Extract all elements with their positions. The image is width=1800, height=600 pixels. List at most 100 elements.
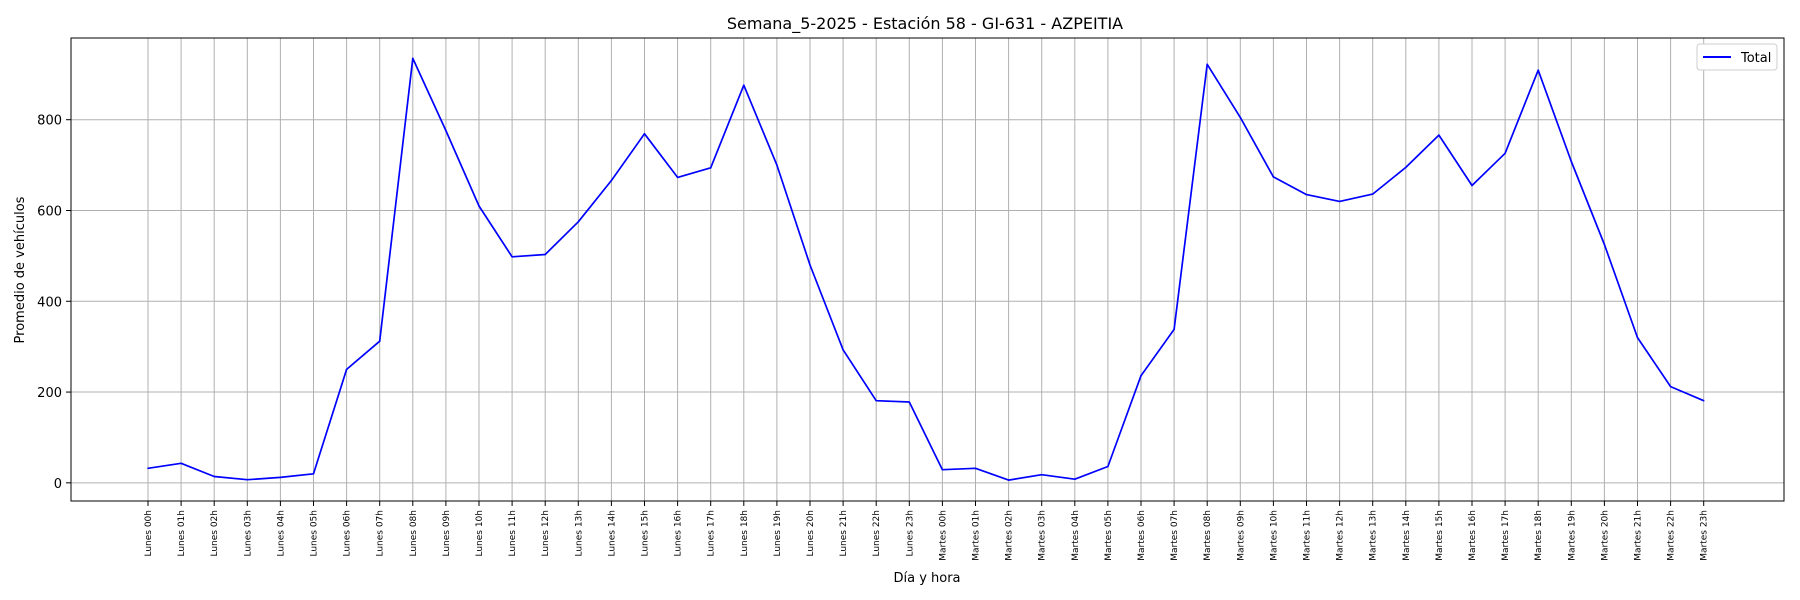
data-point <box>1702 399 1705 402</box>
data-point <box>643 132 646 135</box>
data-point <box>1305 193 1308 196</box>
data-point <box>776 164 778 166</box>
x-tick-label: Lunes 03h <box>243 510 253 557</box>
x-tick-label: Martes 23h <box>1700 510 1710 561</box>
data-point <box>180 462 182 465</box>
data-point <box>345 368 348 371</box>
x-tick-label: Martes 15h <box>1435 510 1445 561</box>
data-point <box>577 221 580 223</box>
x-tick-label: Lunes 05h <box>310 510 320 557</box>
x-tick-label: Lunes 23h <box>905 510 915 557</box>
data-point <box>1405 166 1407 169</box>
data-point <box>412 57 414 60</box>
data-point <box>1239 116 1242 119</box>
x-tick-label: Lunes 04h <box>276 510 286 557</box>
y-tick-label: 600 <box>37 204 62 219</box>
x-tick-label: Lunes 21h <box>839 510 849 557</box>
data-point <box>1438 134 1440 136</box>
data-point <box>709 167 712 169</box>
legend-label-total: Total <box>1740 51 1771 66</box>
data-point <box>1007 479 1010 481</box>
data-point <box>974 467 977 470</box>
data-point <box>1107 465 1109 468</box>
x-tick-label: Lunes 12h <box>541 510 551 557</box>
x-tick-label: Lunes 14h <box>607 510 617 557</box>
x-tick-label: Martes 02h <box>1005 510 1015 561</box>
x-tick-label: Lunes 11h <box>508 510 518 557</box>
data-point <box>511 255 513 258</box>
data-point <box>1669 385 1672 388</box>
data-point <box>1504 152 1506 155</box>
x-tick-label: Lunes 09h <box>442 510 452 557</box>
series-group <box>147 57 1705 481</box>
data-point <box>941 468 944 471</box>
x-tick-label: Martes 12h <box>1336 510 1346 561</box>
x-tick-label: Martes 00h <box>938 510 948 561</box>
x-tick-label: Lunes 16h <box>674 510 684 557</box>
data-point <box>1173 328 1175 331</box>
x-tick-label: Lunes 20h <box>806 510 816 557</box>
plot-frame <box>70 37 1785 502</box>
data-point <box>312 472 315 475</box>
x-tick-label: Martes 01h <box>972 510 982 561</box>
x-tick-label: Lunes 07h <box>376 510 386 557</box>
data-point <box>1140 374 1142 377</box>
y-tick-label: 0 <box>54 477 62 492</box>
x-tick-label: Lunes 19h <box>773 510 783 557</box>
x-tick-label: Martes 22h <box>1667 510 1677 561</box>
x-tick-label: Lunes 18h <box>740 510 750 557</box>
data-point <box>478 205 480 207</box>
data-point <box>445 129 447 132</box>
data-point <box>1471 184 1473 187</box>
data-point <box>875 399 877 402</box>
data-point <box>1636 336 1639 339</box>
y-tick-label: 400 <box>37 295 62 310</box>
x-tick-label: Martes 03h <box>1038 510 1048 561</box>
x-tick-label: Lunes 17h <box>707 510 717 557</box>
legend-box <box>1696 43 1778 71</box>
x-tick-label: Lunes 22h <box>872 510 882 557</box>
data-point <box>842 349 844 351</box>
x-tick-label: Martes 09h <box>1236 510 1246 561</box>
x-tick-label: Lunes 06h <box>343 510 353 557</box>
data-point <box>1338 200 1341 203</box>
x-tick-label: Martes 18h <box>1534 510 1544 561</box>
x-tick-label: Lunes 02h <box>210 510 220 557</box>
data-point <box>378 340 381 343</box>
data-point <box>610 179 613 182</box>
data-point <box>1272 176 1275 178</box>
x-tick-label: Martes 13h <box>1369 510 1379 561</box>
data-point <box>1040 473 1043 476</box>
x-tick-label: Martes 19h <box>1567 510 1577 561</box>
data-point <box>544 253 546 256</box>
data-point <box>279 476 282 479</box>
x-tick-label: Martes 17h <box>1501 510 1511 561</box>
x-tick-label: Martes 16h <box>1468 510 1478 561</box>
x-tick-label: Lunes 10h <box>475 510 485 557</box>
data-point <box>246 478 249 481</box>
x-tick-label: Martes 21h <box>1634 510 1644 561</box>
series-line-total <box>147 57 1705 481</box>
data-point <box>213 475 215 478</box>
x-tick-label: Martes 14h <box>1402 510 1412 561</box>
x-tick-label: Lunes 00h <box>144 510 154 557</box>
data-point <box>1570 160 1573 163</box>
chart-title: Semana_5-2025 - Estación 58 - GI-631 - A… <box>727 14 1123 34</box>
x-tick-label: Martes 20h <box>1600 510 1610 561</box>
x-ticks: Lunes 00h Lunes 01h Lunes 02h Lunes 03h Lune… <box>144 501 1710 561</box>
y-tick-label: 200 <box>37 386 62 401</box>
x-tick-label: Lunes 08h <box>409 510 419 557</box>
legend: Total <box>1696 43 1778 71</box>
data-point <box>908 401 911 403</box>
y-axis-label: Promedio de vehículos <box>13 196 28 343</box>
data-point <box>147 467 149 470</box>
data-point <box>1603 243 1606 246</box>
data-point <box>743 84 745 87</box>
x-tick-label: Martes 05h <box>1104 510 1114 561</box>
data-point <box>1371 193 1374 195</box>
data-point <box>1537 69 1539 72</box>
x-tick-label: Lunes 01h <box>177 510 187 557</box>
data-point <box>1206 63 1208 66</box>
grid <box>71 38 1784 501</box>
